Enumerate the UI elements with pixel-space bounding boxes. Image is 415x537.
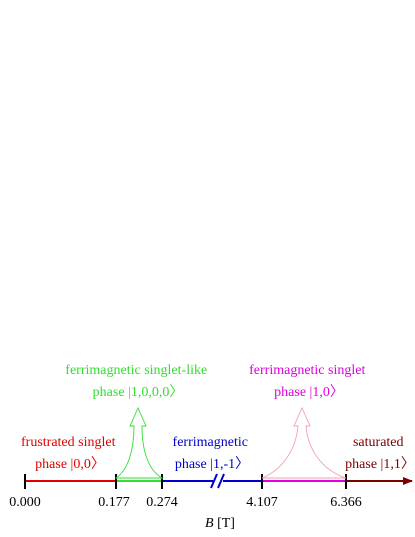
tick-label-0: 0.000: [9, 495, 41, 510]
phase-label-ferrimagnetic: ferrimagnetic phase |1,-1〉: [173, 435, 252, 472]
axis-title-variable: B: [205, 516, 214, 531]
axis-break-mark-1: [210, 473, 218, 489]
pink-transition-arrow: [261, 406, 347, 479]
tick-label-3: 4.107: [246, 495, 278, 510]
axis-break-mark-2: [217, 473, 225, 489]
green-transition-arrow: [114, 406, 164, 479]
axis-title-unit: [T]: [214, 516, 235, 531]
phase-label-frustrated-singlet: frustrated singlet phase |0,0〉: [21, 435, 119, 472]
phase-label-saturated: saturated phase |1,1〉: [345, 435, 415, 472]
tick-label-1: 0.177: [98, 495, 130, 510]
axis-title: B [T]: [205, 516, 235, 531]
phase-label-singlet-like: ferrimagnetic singlet-like phase |1,0,0,…: [65, 363, 210, 400]
phase-label-ferrimagnetic-singlet: ferrimagnetic singlet phase |1,0〉: [249, 363, 369, 400]
tick-label-2: 0.274: [146, 495, 178, 510]
tick-label-4: 6.366: [330, 495, 362, 510]
